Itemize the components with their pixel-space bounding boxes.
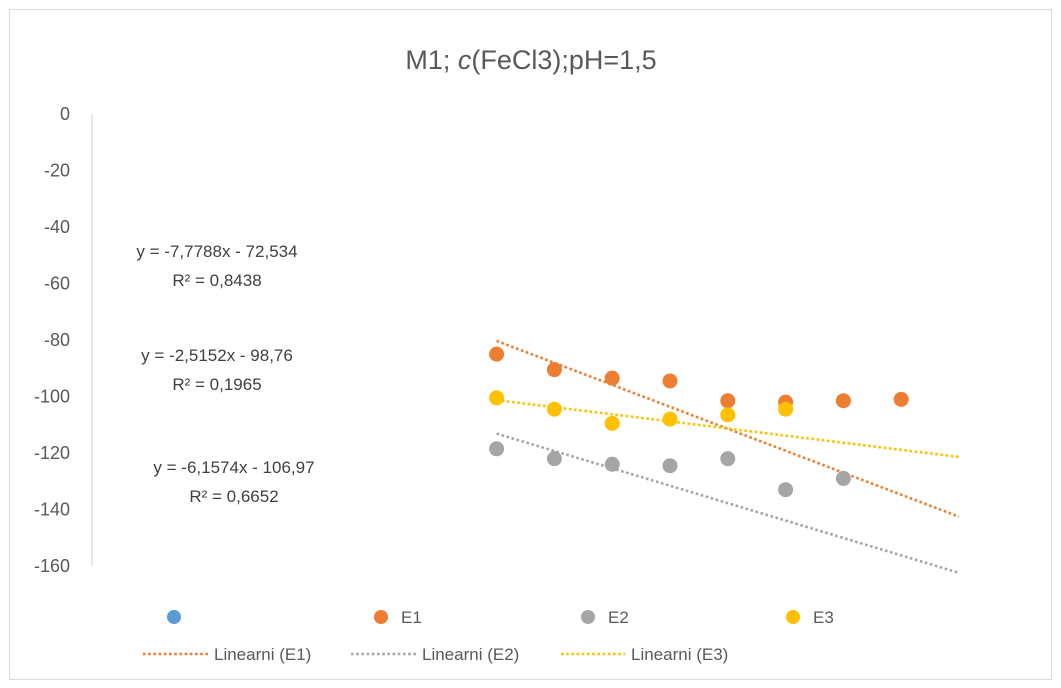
data-point-e1 — [546, 362, 562, 378]
legend-label-e2: E2 — [608, 608, 629, 627]
trendline-equations: y = -7,7788x - 72,534 R² = 0,8438 y = -2… — [136, 242, 314, 506]
data-point-e2 — [720, 451, 736, 467]
data-point-e1 — [662, 373, 678, 389]
data-point-e2 — [778, 482, 794, 498]
y-tick-label: -80 — [44, 330, 70, 350]
e3-equation: y = -2,5152x - 98,76 — [141, 346, 293, 365]
data-point-e3 — [720, 407, 736, 423]
legend-label-linearni-e1: Linearni (E1) — [214, 645, 311, 664]
legend-label-linearni-e2: Linearni (E2) — [422, 645, 519, 664]
data-point-e3 — [604, 415, 620, 431]
trendline-linearni-e1 — [496, 339, 960, 518]
e2-equation: y = -6,1574x - 106,97 — [153, 458, 314, 477]
trendline-linearni-e2 — [496, 432, 960, 574]
legend-marker-e3 — [786, 610, 800, 624]
legend: E1 E2 E3 Linearni (E1) Linearni (E2) Lin… — [143, 608, 834, 664]
e2-r-squared: R² = 0,6652 — [189, 487, 278, 506]
e1-equation: y = -7,7788x - 72,534 — [136, 242, 297, 261]
y-axis-tick-labels: 0 -20 -40 -60 -80 -100 -120 -140 -160 — [34, 104, 70, 576]
data-point-e2 — [489, 441, 505, 457]
data-points — [489, 346, 909, 498]
scatter-chart: M1; c(FeCl3);pH=1,5 0 -20 -40 -60 -80 -100 -12… — [34, 45, 960, 664]
data-point-e1 — [720, 393, 736, 409]
data-point-e2 — [604, 456, 620, 472]
y-tick-label: -160 — [34, 556, 70, 576]
data-point-e1 — [604, 370, 620, 386]
y-tick-label: -140 — [34, 500, 70, 520]
y-tick-label: -60 — [44, 274, 70, 294]
data-point-e3 — [489, 390, 505, 406]
chart-title: M1; c(FeCl3);pH=1,5 — [405, 45, 656, 75]
data-point-e3 — [778, 401, 794, 417]
legend-marker-e2 — [581, 610, 595, 624]
y-tick-label: -20 — [44, 161, 70, 181]
data-point-e1 — [489, 346, 505, 362]
trendlines — [496, 339, 960, 574]
y-tick-label: -100 — [34, 387, 70, 407]
e1-r-squared: R² = 0,8438 — [172, 271, 261, 290]
chart-area: M1; c(FeCl3);pH=1,5 0 -20 -40 -60 -80 -100 -12… — [9, 9, 1052, 680]
legend-label-e1: E1 — [401, 608, 422, 627]
legend-marker-e1 — [374, 610, 388, 624]
data-point-e1 — [893, 391, 909, 407]
data-point-e2 — [662, 458, 678, 474]
data-point-e1 — [835, 393, 851, 409]
e3-r-squared: R² = 0,1965 — [172, 375, 261, 394]
legend-marker-series1 — [167, 610, 181, 624]
y-tick-label: -40 — [44, 217, 70, 237]
data-point-e3 — [546, 401, 562, 417]
data-point-e3 — [662, 411, 678, 427]
legend-label-linearni-e3: Linearni (E3) — [631, 645, 728, 664]
y-tick-label: 0 — [60, 104, 70, 124]
data-point-e2 — [546, 451, 562, 467]
y-tick-label: -120 — [34, 443, 70, 463]
data-point-e2 — [835, 470, 851, 486]
legend-label-e3: E3 — [813, 608, 834, 627]
